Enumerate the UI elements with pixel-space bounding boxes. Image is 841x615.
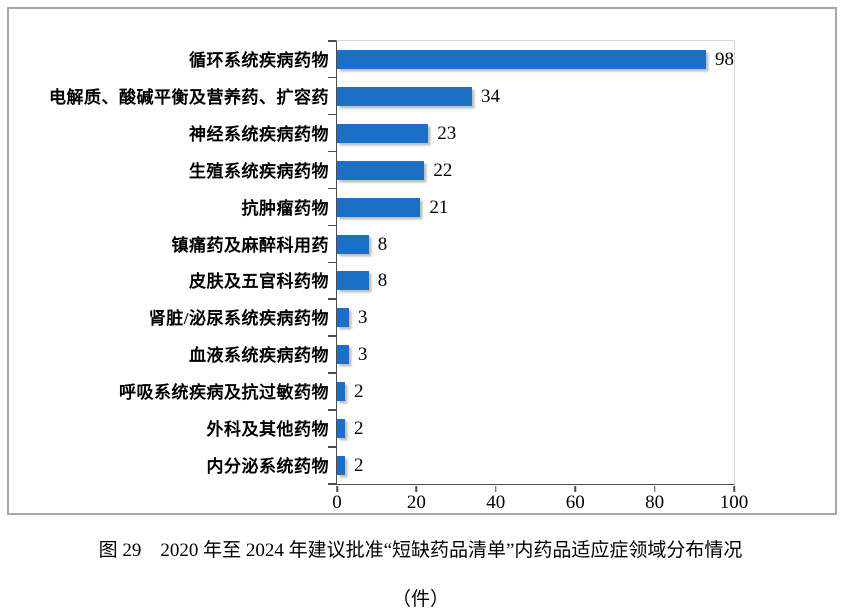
bar-value-label: 2 xyxy=(353,418,364,440)
bar-series: 98 34 23 22 21 8 8 3 3 2 2 2 xyxy=(337,41,734,484)
bar-value-label: 8 xyxy=(377,233,388,255)
bar-value-label: 21 xyxy=(429,196,449,218)
category-label: 神经系统疾病药物 xyxy=(189,124,329,144)
value-axis-tick xyxy=(495,485,497,492)
category-label: 生殖系统疾病药物 xyxy=(189,161,329,181)
chart-row: 2 xyxy=(337,447,734,484)
chart-row: 21 xyxy=(337,189,734,226)
value-axis-tick-label: 20 xyxy=(406,492,426,513)
chart-row: 3 xyxy=(337,336,734,373)
value-axis-tick-label: 100 xyxy=(719,492,749,513)
figure-caption-unit: （件） xyxy=(391,589,449,610)
bar-value-label: 23 xyxy=(437,122,457,144)
bar-value-label: 2 xyxy=(353,455,364,477)
data-bar xyxy=(337,160,425,180)
category-axis-tick xyxy=(328,335,336,337)
category-axis-tick xyxy=(328,298,336,300)
bar-value-label: 98 xyxy=(715,48,734,70)
chart-frame: 循环系统疾病药物电解质、酸碱平衡及营养药、扩容药神经系统疾病药物 生殖系统疾病药物… xyxy=(7,7,837,515)
figure-caption: 图 29 2020 年至 2024 年建议批准“短缺药品清单”内药品适应症领域分… xyxy=(98,540,743,561)
chart-row: 22 xyxy=(337,152,734,189)
category-axis-tick xyxy=(328,40,336,42)
chart-row: 8 xyxy=(337,263,734,300)
data-bar xyxy=(337,123,429,143)
chart-row: 2 xyxy=(337,410,734,447)
category-label: 镇痛药及麻醉科用药 xyxy=(171,235,329,255)
data-bar xyxy=(337,308,349,328)
category-label: 肾脏/泌尿系统疾病药物 xyxy=(148,309,329,329)
category-axis-tick xyxy=(328,483,336,485)
data-bar xyxy=(337,345,349,365)
value-axis-tick-label: 0 xyxy=(332,492,342,513)
category-label: 外科及其他药物 xyxy=(206,420,329,440)
data-bar xyxy=(337,234,369,254)
category-axis-tick xyxy=(328,261,336,263)
category-axis-tick xyxy=(328,150,336,153)
category-axis-tick xyxy=(328,224,336,227)
category-axis-ticks xyxy=(328,40,336,485)
category-label: 抗肿瘤药物 xyxy=(241,198,329,218)
category-label: 循环系统疾病药物 xyxy=(189,50,329,70)
bar-value-label: 3 xyxy=(357,307,368,329)
chart-row: 23 xyxy=(337,115,734,152)
category-label: 皮肤及五官科药物 xyxy=(189,272,329,292)
value-axis-tick-label: 40 xyxy=(486,492,506,513)
bar-value-label: 2 xyxy=(353,381,364,403)
category-axis-tick xyxy=(328,187,336,190)
category-axis-tick xyxy=(328,372,336,374)
data-bar xyxy=(337,271,369,291)
category-label: 内分泌系统药物 xyxy=(206,457,329,477)
category-axis-tick xyxy=(328,76,336,79)
category-axis-tick xyxy=(328,446,336,448)
category-axis-labels: 循环系统疾病药物电解质、酸碱平衡及营养药、扩容药神经系统疾病药物 生殖系统疾病药物… xyxy=(15,40,329,483)
value-axis-tick xyxy=(336,485,338,492)
chart-row: 3 xyxy=(337,299,734,336)
value-axis-tick xyxy=(733,485,735,492)
data-bar xyxy=(337,86,472,106)
bar-value-label: 34 xyxy=(480,85,500,107)
value-axis-tick xyxy=(415,485,418,492)
bar-value-label: 3 xyxy=(357,344,368,366)
value-axis-tick xyxy=(653,485,656,492)
category-axis-tick xyxy=(328,113,336,116)
bar-value-label: 22 xyxy=(433,159,453,181)
chart-row: 8 xyxy=(337,226,734,263)
data-bar xyxy=(337,49,706,69)
value-axis-tick-label: 60 xyxy=(565,492,585,513)
chart-row: 2 xyxy=(337,373,734,410)
value-axis-tick-label: 80 xyxy=(645,492,665,513)
category-label: 血液系统疾病药物 xyxy=(189,346,329,366)
data-bar xyxy=(337,197,421,217)
value-axis-tick xyxy=(574,485,576,492)
data-bar xyxy=(337,419,345,439)
data-bar xyxy=(337,382,345,402)
category-axis-tick xyxy=(328,409,336,411)
category-label: 呼吸系统疾病及抗过敏药物 xyxy=(119,383,329,403)
data-bar xyxy=(337,456,345,476)
chart-row: 98 xyxy=(337,41,734,78)
category-label: 电解质、酸碱平衡及营养药、扩容药 xyxy=(49,87,329,107)
plot-area: 98 34 23 22 21 8 8 3 3 2 2 2 0 20 40 60 80 100 xyxy=(328,40,748,512)
bar-value-label: 8 xyxy=(377,270,388,292)
chart-row: 34 xyxy=(337,78,734,115)
